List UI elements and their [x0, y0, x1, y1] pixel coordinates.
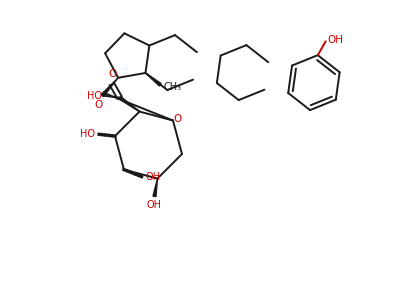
- Text: OH: OH: [147, 200, 162, 210]
- Polygon shape: [146, 73, 161, 86]
- Text: HO: HO: [80, 129, 95, 139]
- Polygon shape: [119, 97, 140, 112]
- Polygon shape: [153, 178, 158, 196]
- Text: OH: OH: [328, 35, 344, 45]
- Polygon shape: [101, 78, 118, 97]
- Text: HO: HO: [87, 91, 102, 101]
- Text: O: O: [174, 113, 182, 124]
- Text: O: O: [94, 100, 102, 110]
- Text: OH: OH: [146, 172, 161, 182]
- Text: CH₃: CH₃: [163, 82, 182, 92]
- Text: O: O: [109, 69, 117, 79]
